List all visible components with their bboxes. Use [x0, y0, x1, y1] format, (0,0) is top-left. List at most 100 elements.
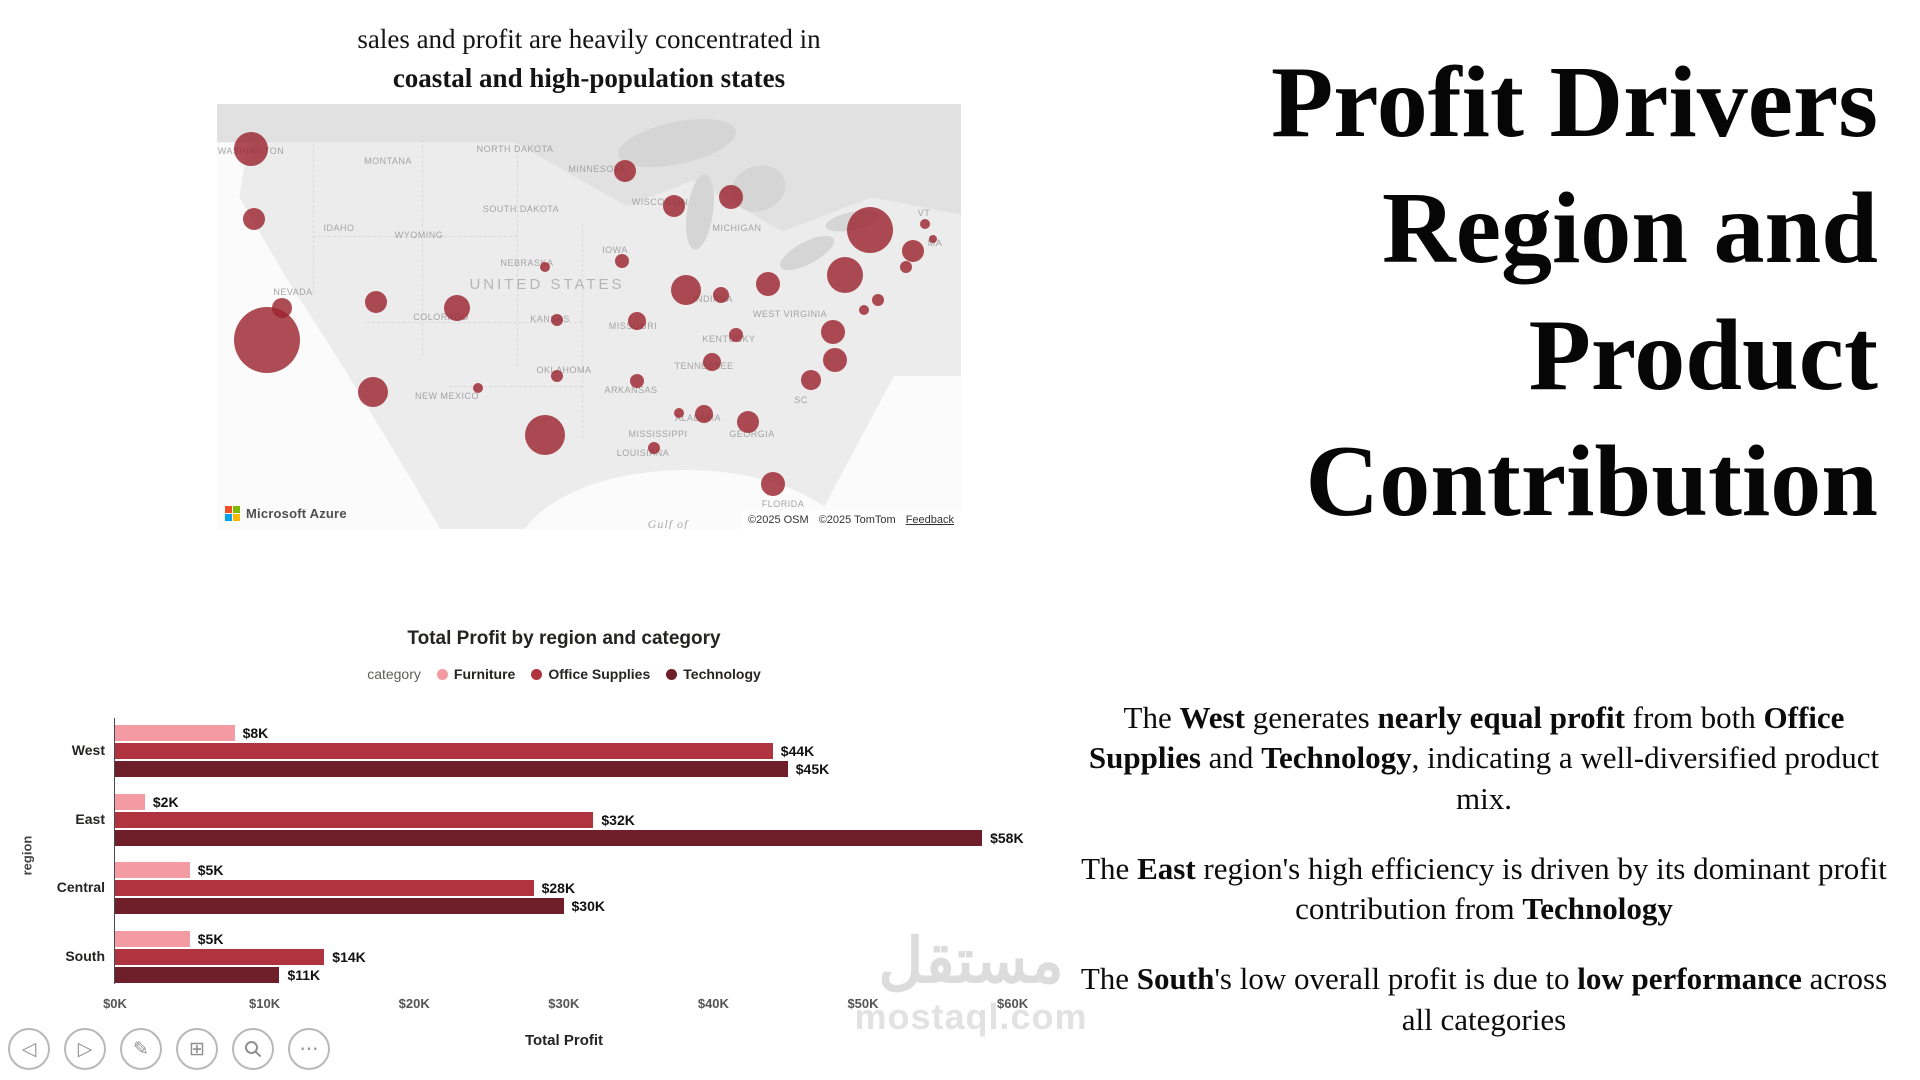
bar-east-office-supplies[interactable] [115, 811, 594, 828]
x-tick-label: $20K [398, 996, 430, 1011]
x-tick-label: $0K [103, 996, 127, 1011]
bar-east-technology[interactable] [115, 829, 983, 846]
map-state-label: NEW MEXICO [414, 391, 480, 401]
more-options-button[interactable]: ⋯ [288, 1028, 330, 1070]
state-profit-bubble[interactable] [525, 415, 565, 455]
bar-west-office-supplies[interactable] [115, 743, 773, 759]
bar-value-label: $5K [197, 930, 224, 947]
bar-south-furniture[interactable] [115, 930, 190, 947]
bar-central-office-supplies[interactable] [115, 880, 534, 896]
state-profit-bubble[interactable] [872, 294, 884, 306]
map-state-label: LOUISIANA [616, 448, 670, 458]
state-profit-bubble[interactable] [823, 348, 847, 372]
state-profit-bubble[interactable] [444, 295, 470, 321]
state-border-line [449, 386, 582, 387]
legend-item-furniture[interactable]: Furniture [436, 666, 515, 682]
map-state-label: KANSAS [530, 314, 570, 324]
state-profit-bubble[interactable] [827, 257, 863, 293]
state-profit-bubble[interactable] [821, 320, 845, 344]
state-profit-bubble[interactable] [729, 328, 743, 342]
profit-bar-chart[interactable]: Total Profit by region and category cate… [0, 616, 1075, 1080]
chart-plot-area: $0K $10K $20K $30K $40K $50K $60K West $8K $44K $4… [57, 718, 1028, 1011]
ms-logo-square [225, 506, 232, 513]
state-profit-bubble[interactable] [234, 307, 300, 373]
state-profit-bubble[interactable] [920, 219, 930, 229]
state-profit-bubble[interactable] [630, 374, 644, 388]
legend-item-office-supplies[interactable]: Office Supplies [531, 666, 650, 682]
bar-central-technology[interactable] [115, 898, 564, 914]
state-profit-bubble[interactable] [902, 240, 924, 262]
state-profit-bubble[interactable] [719, 185, 743, 209]
state-profit-bubble[interactable] [473, 383, 483, 393]
state-profit-bubble[interactable] [234, 132, 268, 166]
legend-color-dot [666, 668, 678, 680]
insights-text-block: The West generates nearly equal profit f… [1078, 698, 1890, 1070]
y-category-label: East [75, 810, 105, 827]
state-profit-bubble[interactable] [900, 261, 912, 273]
map-state-label: ARKANSAS [604, 385, 658, 395]
state-profit-bubble[interactable] [628, 312, 646, 330]
state-profit-bubble[interactable] [272, 298, 292, 318]
bar-value-label: $11K [287, 966, 321, 983]
state-profit-bubble[interactable] [671, 275, 701, 305]
state-profit-bubble[interactable] [540, 262, 550, 272]
bookmark-grid-button[interactable]: ⊞ [176, 1028, 218, 1070]
state-profit-bubble[interactable] [674, 408, 684, 418]
map-state-label: NEVADA [273, 287, 313, 297]
ms-logo-square [233, 514, 240, 521]
feedback-link[interactable]: Feedback [905, 514, 954, 526]
state-profit-bubble[interactable] [859, 305, 869, 315]
map-state-label: IOWA [602, 245, 628, 255]
state-profit-bubble[interactable] [801, 370, 821, 390]
bar-south-technology[interactable] [115, 966, 280, 983]
edit-button[interactable]: ✎ [120, 1028, 162, 1070]
state-profit-bubble[interactable] [756, 272, 780, 296]
microsoft-logo-icon [225, 506, 240, 521]
zoom-button[interactable] [232, 1028, 274, 1070]
state-profit-bubble[interactable] [358, 377, 388, 407]
map-state-label: COLORADO [413, 312, 469, 322]
bar-value-label: $58K [990, 829, 1024, 846]
x-tick-label: $40K [697, 996, 729, 1011]
ms-logo-square [225, 514, 232, 521]
bar-value-label: $2K [152, 793, 179, 810]
state-profit-bubble[interactable] [703, 353, 721, 371]
state-profit-bubble[interactable] [243, 208, 265, 230]
bar-east-furniture[interactable] [115, 793, 145, 810]
state-profit-bubble[interactable] [761, 472, 785, 496]
legend-items: Furniture Office Supplies Technology [436, 666, 761, 682]
legend-color-dot [436, 668, 448, 680]
chart-legend: category Furniture Office Supplies Technol… [114, 666, 1014, 682]
state-profit-bubble[interactable] [737, 411, 759, 433]
azure-attribution: Microsoft Azure [225, 506, 347, 521]
map-state-label: FLORIDA [761, 499, 805, 509]
previous-button[interactable]: ◁ [8, 1028, 50, 1070]
visual-toolbar: ◁ ▷ ✎ ⊞ ⋯ [8, 1028, 330, 1070]
state-profit-bubble[interactable] [713, 287, 729, 303]
state-profit-bubble[interactable] [614, 160, 636, 182]
state-profit-bubble[interactable] [615, 254, 629, 268]
x-tick-label: $50K [847, 996, 879, 1011]
state-profit-bubble[interactable] [929, 235, 937, 243]
bar-west-technology[interactable] [115, 761, 788, 777]
bar-south-office-supplies[interactable] [115, 948, 325, 965]
legend-item-technology[interactable]: Technology [666, 666, 761, 682]
legend-label: Office Supplies [548, 666, 651, 682]
bar-west-furniture[interactable] [115, 725, 235, 741]
osm-attribution: ©2025 OSM [747, 514, 809, 526]
state-profit-bubble[interactable] [695, 405, 713, 423]
state-profit-bubble[interactable] [551, 314, 563, 326]
state-profit-bubble[interactable] [648, 442, 660, 454]
state-profit-bubble[interactable] [551, 370, 563, 382]
state-profit-bubble[interactable] [365, 291, 387, 313]
map-state-label: VT [917, 208, 931, 218]
state-profit-bubble[interactable] [847, 207, 893, 253]
bar-central-furniture[interactable] [115, 862, 190, 878]
state-border-line [313, 236, 517, 237]
azure-brand-label: Microsoft Azure [246, 506, 347, 521]
play-button[interactable]: ▷ [64, 1028, 106, 1070]
map-state-label: SC [794, 395, 808, 405]
map-state-label: SOUTH DAKOTA [482, 204, 560, 214]
us-bubble-map[interactable]: WASHINGTONMONTANANORTH DAKOTAMINNESOTAWI… [217, 104, 961, 529]
state-profit-bubble[interactable] [663, 195, 685, 217]
